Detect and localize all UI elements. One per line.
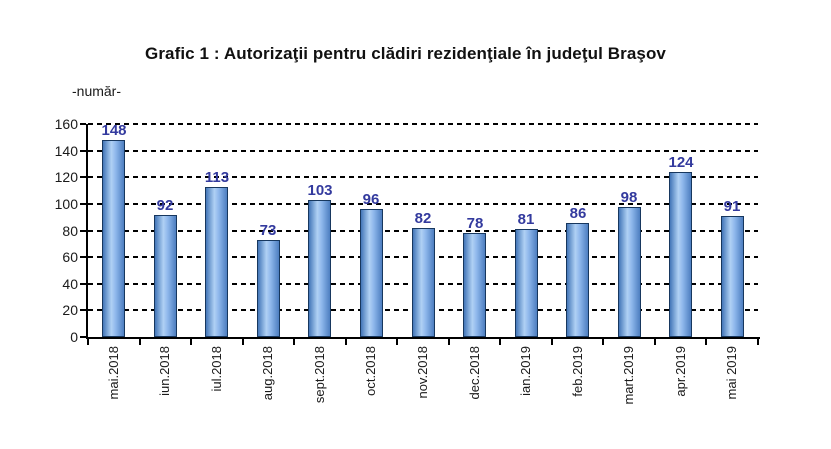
x-tick-mark: [190, 339, 192, 345]
y-tick-label: 100: [54, 195, 78, 212]
gridline: [88, 176, 758, 179]
y-tick-label: 80: [62, 222, 78, 239]
bar: [308, 200, 331, 337]
y-tick-mark: [80, 202, 86, 205]
bar: [154, 215, 177, 337]
bar-value-label: 82: [414, 210, 432, 227]
bar-value-label: 86: [569, 205, 587, 222]
x-tick-mark: [345, 339, 347, 345]
x-tick-mark: [757, 339, 759, 345]
y-axis-unit-label: -număr-: [72, 83, 122, 99]
bar-value-label: 103: [307, 182, 333, 199]
x-tick-label: dec.2018: [467, 346, 482, 400]
x-axis-line: [86, 337, 760, 339]
bar-value-label: 91: [723, 198, 741, 215]
bar: [721, 216, 744, 337]
x-tick-mark: [87, 339, 89, 345]
gridline: [88, 123, 758, 125]
x-tick-label: ian.2019: [518, 346, 533, 396]
x-tick-mark: [705, 339, 707, 345]
bar-value-label: 124: [668, 154, 694, 171]
bar: [205, 187, 228, 337]
bar: [515, 229, 538, 337]
y-axis-line: [86, 124, 88, 339]
bar-value-label: 96: [362, 191, 380, 208]
bar-value-label: 148: [101, 122, 127, 139]
bar: [412, 228, 435, 337]
x-tick-mark: [654, 339, 656, 345]
y-tick-mark: [80, 149, 86, 152]
x-tick-mark: [139, 339, 141, 345]
x-tick-label: sept.2018: [312, 346, 327, 404]
y-tick-label: 40: [62, 275, 78, 292]
y-tick-mark: [80, 123, 86, 125]
y-tick-label: 0: [70, 329, 78, 345]
bar-value-label: 98: [620, 189, 638, 206]
y-tick-label: 60: [62, 249, 78, 266]
bar: [566, 223, 589, 337]
x-tick-label: mai 2019: [724, 346, 739, 400]
y-tick-label: 20: [62, 302, 78, 319]
x-tick-label: aug.2018: [260, 346, 275, 401]
y-tick-label: 140: [54, 142, 78, 159]
bar: [618, 207, 641, 337]
x-tick-label: iul.2018: [209, 346, 224, 392]
chart-title: Grafic 1 : Autorizaţii pentru clădiri re…: [145, 44, 666, 63]
gridline: [88, 149, 758, 152]
x-tick-label: mart.2019: [621, 346, 636, 405]
bar-value-label: 78: [466, 215, 484, 232]
bar-value-label: 73: [259, 222, 277, 239]
x-tick-mark: [396, 339, 398, 345]
x-tick-label: mai.2018: [106, 346, 121, 400]
bar: [360, 209, 383, 337]
y-tick-mark: [80, 282, 86, 285]
x-tick-mark: [293, 339, 295, 345]
y-tick-mark: [80, 176, 86, 179]
x-tick-mark: [551, 339, 553, 345]
x-tick-mark: [242, 339, 244, 345]
x-tick-label: nov.2018: [415, 346, 430, 399]
y-tick-mark: [80, 229, 86, 232]
y-tick-label: 120: [54, 169, 78, 186]
x-tick-label: oct.2018: [363, 346, 378, 396]
bar-value-label: 113: [204, 169, 230, 186]
x-tick-label: feb.2019: [570, 346, 585, 397]
x-tick-mark: [448, 339, 450, 345]
bar: [257, 240, 280, 337]
bar-value-label: 81: [517, 211, 535, 228]
x-tick-label: apr.2019: [673, 346, 688, 397]
bar: [463, 233, 486, 337]
y-tick-mark: [80, 256, 86, 259]
y-tick-mark: [80, 336, 86, 338]
bar: [102, 140, 125, 337]
x-tick-mark: [602, 339, 604, 345]
bar-value-label: 92: [156, 197, 174, 214]
gridline: [88, 202, 758, 205]
x-tick-label: iun.2018: [157, 346, 172, 396]
y-tick-mark: [80, 309, 86, 312]
x-tick-mark: [499, 339, 501, 345]
bar: [669, 172, 692, 337]
y-tick-label: 160: [54, 116, 78, 132]
